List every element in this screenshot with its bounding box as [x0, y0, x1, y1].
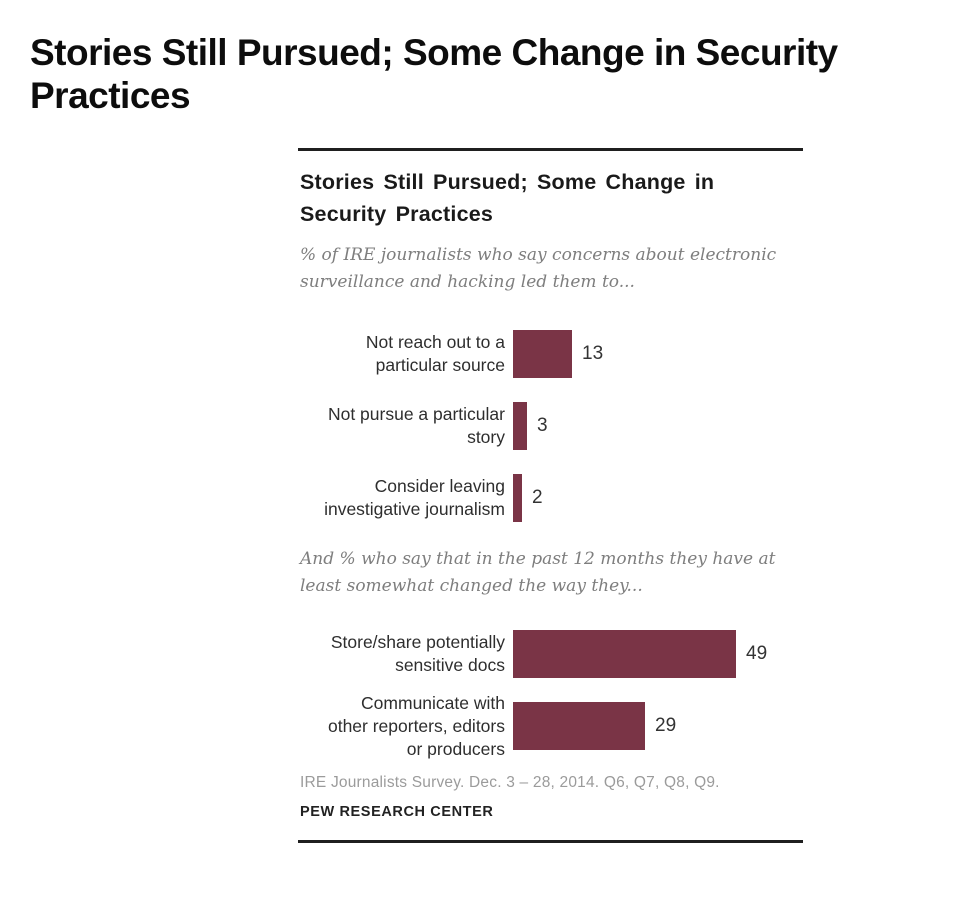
- chart-subtitle-1-line-1: % of IRE journalists who say concerns ab…: [300, 245, 777, 265]
- branding: PEW RESEARCH CENTER: [300, 804, 494, 820]
- bar-value: 3: [537, 415, 548, 436]
- bar-row: Communicate with other reporters, editors…: [298, 693, 803, 759]
- bar: [513, 630, 736, 678]
- bar-group-2: Store/share potentially sensitive docs 49 C…: [298, 630, 803, 759]
- bar-value: 2: [532, 487, 543, 508]
- source-note: IRE Journalists Survey. Dec. 3 – 28, 201…: [300, 774, 720, 791]
- bar-row: Not reach out to a particular source 13: [298, 330, 803, 378]
- bar-group-1: Not reach out to a particular source 13 Not…: [298, 330, 803, 522]
- page-title-line-1: Stories Still Pursued; Some Change in Se…: [30, 32, 838, 73]
- bar-value: 49: [746, 643, 768, 664]
- chart-title-line-2: Security Practices: [300, 202, 494, 226]
- chart-subtitle-2: And % who say that in the past 12 months…: [300, 546, 803, 600]
- chart-subtitle-1: % of IRE journalists who say concerns ab…: [300, 242, 803, 296]
- bar-label: Not pursue a particular story: [327, 404, 505, 447]
- chart-card: Stories Still Pursued; Some Change in Sec…: [298, 148, 803, 843]
- bar-value: 29: [655, 715, 677, 736]
- bar: [513, 330, 572, 378]
- chart-title-line-1: Stories Still Pursued; Some Change in: [300, 170, 715, 194]
- chart-subtitle-2-line-2: least somewhat changed the way they...: [300, 576, 643, 596]
- chart-subtitle-1-line-2: surveillance and hacking led them to...: [300, 272, 635, 292]
- bar-row: Consider leaving investigative journalism…: [298, 474, 803, 522]
- bottom-divider: [298, 840, 803, 843]
- chart-title: Stories Still Pursued; Some Change in Sec…: [300, 166, 803, 230]
- bar: [513, 702, 645, 750]
- bar-label: Consider leaving investigative journalism: [324, 476, 505, 519]
- bar: [513, 474, 522, 522]
- page-title-line-2: Practices: [30, 74, 191, 116]
- bar: [513, 402, 527, 450]
- bar-row: Not pursue a particular story 3: [298, 402, 803, 450]
- page-title: Stories Still Pursued; Some Change in Se…: [30, 32, 960, 118]
- bar-value: 13: [582, 343, 604, 364]
- bar-row: Store/share potentially sensitive docs 49: [298, 630, 803, 678]
- bar-label: Not reach out to a particular source: [365, 332, 505, 375]
- top-divider: [298, 148, 803, 151]
- chart-subtitle-2-line-1: And % who say that in the past 12 months…: [300, 549, 776, 569]
- bar-label: Communicate with other reporters, editors…: [327, 692, 505, 759]
- bar-label: Store/share potentially sensitive docs: [330, 632, 505, 675]
